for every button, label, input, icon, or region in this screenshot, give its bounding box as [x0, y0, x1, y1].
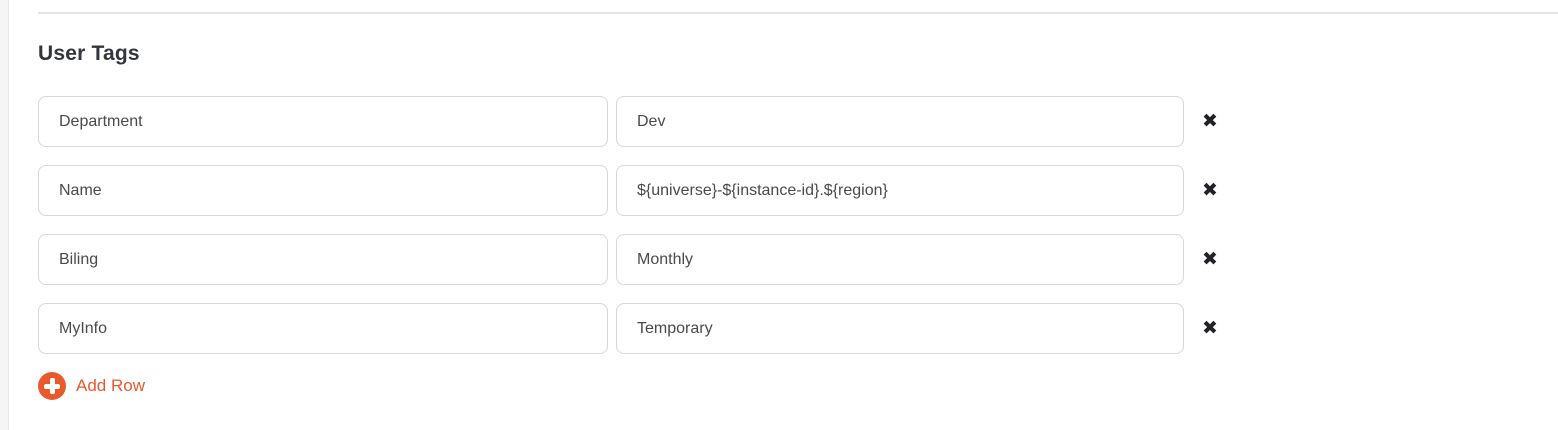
remove-row-icon: ✖ [1202, 248, 1218, 270]
tag-key-input[interactable] [38, 303, 608, 354]
remove-row-icon: ✖ [1202, 317, 1218, 339]
tag-row: ✖ [38, 303, 1558, 354]
tag-row: ✖ [38, 96, 1558, 147]
section-divider [38, 12, 1558, 14]
remove-row-button[interactable]: ✖ [1202, 319, 1218, 338]
remove-row-icon: ✖ [1202, 179, 1218, 201]
tag-key-input[interactable] [38, 234, 608, 285]
add-row-label: Add Row [76, 376, 145, 395]
plus-circle-icon [38, 372, 66, 400]
user-tags-section: User Tags ✖ ✖ ✖ ✖ [38, 0, 1558, 400]
tag-rows: ✖ ✖ ✖ ✖ [38, 96, 1558, 354]
remove-row-button[interactable]: ✖ [1202, 250, 1218, 269]
remove-row-icon: ✖ [1202, 110, 1218, 132]
section-heading: User Tags [38, 42, 140, 65]
tag-value-input[interactable] [616, 303, 1184, 354]
tag-value-input[interactable] [616, 96, 1184, 147]
remove-row-button[interactable]: ✖ [1202, 112, 1218, 131]
tag-row: ✖ [38, 165, 1558, 216]
remove-row-button[interactable]: ✖ [1202, 181, 1218, 200]
add-row-button[interactable]: Add Row [38, 372, 145, 400]
tag-value-input[interactable] [616, 234, 1184, 285]
page-edge-strip [0, 0, 9, 430]
tag-key-input[interactable] [38, 96, 608, 147]
tag-row: ✖ [38, 234, 1558, 285]
tag-key-input[interactable] [38, 165, 608, 216]
tag-value-input[interactable] [616, 165, 1184, 216]
